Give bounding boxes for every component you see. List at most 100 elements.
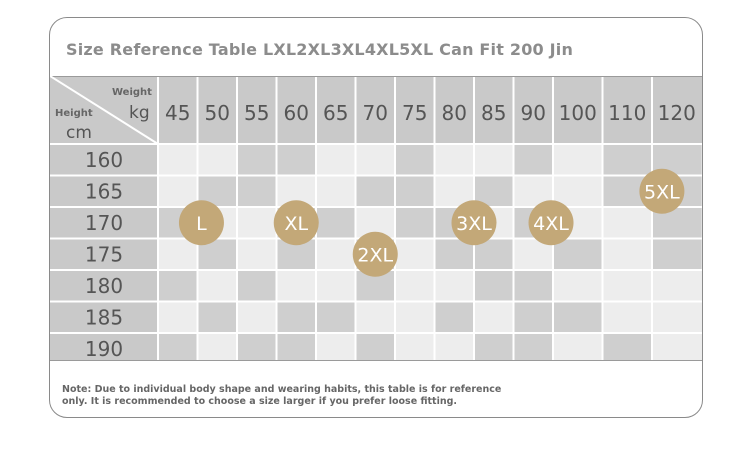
height-column-bg: [50, 144, 158, 361]
size-badge-L: [178, 200, 224, 246]
grid-cell: [553, 301, 603, 333]
height-tick-190: 190: [85, 337, 123, 361]
grid-cell: [395, 333, 435, 361]
grid-cell: [237, 333, 277, 361]
grid-cell: [276, 270, 316, 302]
grid-cell: [395, 144, 435, 176]
grid-cell: [474, 301, 514, 333]
grid-cell: [355, 301, 395, 333]
height-tick-165: 165: [85, 179, 123, 203]
size-badge-3XL: [451, 200, 497, 246]
weight-tick-100: 100: [559, 101, 597, 125]
grid-cell: [316, 270, 356, 302]
size-label-4XL: 4XL: [533, 213, 569, 235]
grid-cell: [158, 175, 198, 207]
grid-cell: [602, 207, 652, 239]
size-chart-card: Size Reference Table LXL2XL3XL4XL5XL Can…: [49, 17, 703, 418]
size-label-5XL: 5XL: [644, 181, 680, 203]
grid-cell: [316, 238, 356, 270]
grid-cell: [237, 301, 277, 333]
size-badge-XL: [273, 200, 319, 246]
grid-cell: [158, 301, 198, 333]
grid-cell: [197, 270, 237, 302]
grid-cell: [602, 238, 652, 270]
grid-cell: [316, 207, 356, 239]
grid-cell: [553, 333, 603, 361]
height-tick-185: 185: [85, 305, 123, 329]
grid-cell: [316, 144, 356, 176]
grid-cell: [197, 333, 237, 361]
grid-cell: [316, 301, 356, 333]
grid-cell: [434, 270, 474, 302]
grid-cell: [197, 144, 237, 176]
weight-tick-65: 65: [323, 101, 348, 125]
size-badge-4XL: [528, 200, 574, 246]
grid-cell: [355, 175, 395, 207]
size-label-2XL: 2XL: [357, 244, 393, 266]
grid-cell: [237, 207, 277, 239]
grid-cell: [276, 333, 316, 361]
grid-cell: [316, 175, 356, 207]
height-label: Height: [55, 108, 93, 119]
grid-cell: [355, 333, 395, 361]
height-tick-180: 180: [85, 274, 123, 298]
grid-cell: [197, 301, 237, 333]
size-grid: Weight kg Height cm 45 50 55 60 65 70 75 80 85 90 100 1…: [50, 76, 702, 361]
grid-cell: [553, 175, 603, 207]
weight-tick-70: 70: [363, 101, 388, 125]
weight-tick-60: 60: [284, 101, 309, 125]
grid-cell: [158, 238, 198, 270]
grid-cell: [276, 301, 316, 333]
weight-tick-90: 90: [521, 101, 546, 125]
grid-cell: [395, 301, 435, 333]
weight-tick-120: 120: [658, 101, 696, 125]
size-badge-5XL: [639, 168, 685, 214]
grid-cell: [652, 270, 702, 302]
grid-cell: [602, 301, 652, 333]
weight-tick-110: 110: [608, 101, 646, 125]
weight-tick-45: 45: [165, 101, 190, 125]
grid-cell: [652, 238, 702, 270]
grid-cell: [474, 144, 514, 176]
grid-cell: [553, 238, 603, 270]
height-tick-175: 175: [85, 242, 123, 266]
weight-tick-85: 85: [481, 101, 506, 125]
grid-cell: [355, 144, 395, 176]
grid-cell: [237, 270, 277, 302]
grid-cell: [602, 333, 652, 361]
height-tick-170: 170: [85, 211, 123, 235]
grid-cell: [513, 333, 553, 361]
weight-label: Weight: [112, 87, 152, 98]
height-tick-160: 160: [85, 148, 123, 172]
grid-cell: [474, 270, 514, 302]
grid-cell: [513, 270, 553, 302]
size-label-L: L: [196, 213, 207, 235]
fit-note: Note: Due to individual body shape and w…: [62, 384, 502, 407]
grid-cell: [276, 144, 316, 176]
grid-cell: [158, 333, 198, 361]
grid-cell: [237, 175, 277, 207]
grid-cell: [434, 333, 474, 361]
size-label-3XL: 3XL: [456, 213, 492, 235]
grid-cell: [474, 333, 514, 361]
weight-tick-80: 80: [442, 101, 467, 125]
grid-cell: [395, 238, 435, 270]
grid-cell: [602, 270, 652, 302]
grid-cell: [513, 301, 553, 333]
grid-cell: [395, 175, 435, 207]
chart-title: Size Reference Table LXL2XL3XL4XL5XL Can…: [66, 40, 574, 59]
grid-cell: [395, 207, 435, 239]
weight-unit: kg: [129, 103, 150, 123]
grid-cell: [652, 301, 702, 333]
grid-cell: [434, 144, 474, 176]
grid-cell: [395, 270, 435, 302]
grid-cell: [513, 144, 553, 176]
grid-cell: [158, 270, 198, 302]
grid-cell: [553, 144, 603, 176]
grid-cell: [553, 270, 603, 302]
corner-diagonal: [50, 76, 159, 145]
grid-cell: [158, 144, 198, 176]
grid-cell: [237, 144, 277, 176]
weight-tick-55: 55: [244, 101, 269, 125]
grid-cell: [652, 333, 702, 361]
